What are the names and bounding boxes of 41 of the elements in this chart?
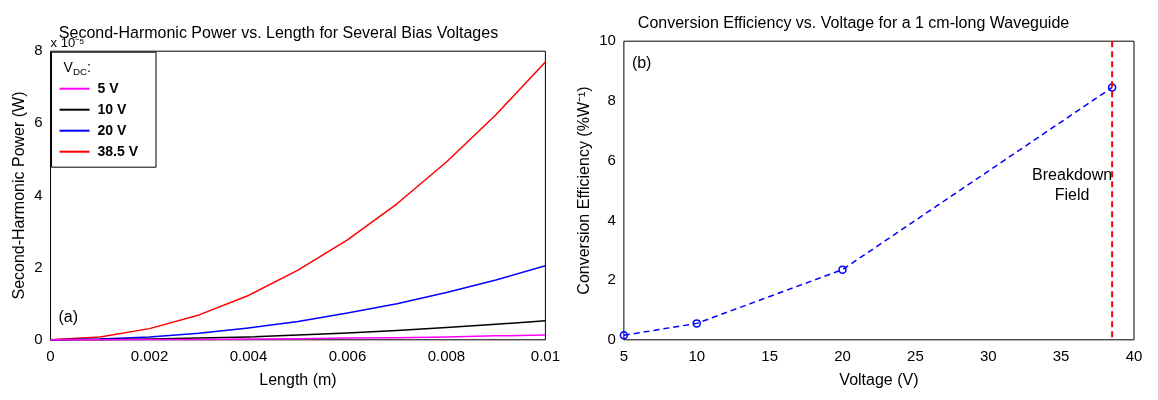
y-tick-label: 2: [34, 257, 43, 275]
point: [838, 265, 847, 274]
x-tick-label: 15: [761, 346, 778, 364]
y-tick-label: 0: [607, 329, 616, 347]
x-tick-label: 5: [619, 346, 629, 364]
x-tick-label: 0.004: [229, 346, 268, 364]
y-tick-label: 8: [607, 91, 616, 109]
y-tick-label: 10: [599, 31, 616, 49]
x-tick-label: 35: [1052, 346, 1070, 364]
x-tick-label: 10: [688, 346, 706, 364]
legend-label: 38.5 V: [97, 142, 139, 159]
y-axis-title: Conversion Efficiency (%W⁻¹): [575, 86, 593, 295]
y-tick-label: 8: [34, 41, 43, 59]
x-tick-label: 25: [907, 346, 924, 364]
chart-title: Conversion Efficiency vs. Voltage for a 1 cm-long Waveguide: [637, 14, 1070, 32]
point: [619, 331, 629, 340]
legend-label: 20 V: [97, 121, 127, 138]
legend-label: 10 V: [97, 100, 127, 117]
y-tick-label: 0: [34, 329, 43, 347]
x-tick-label: 40: [1125, 346, 1143, 364]
x-tick-label: 0.002: [130, 346, 169, 364]
x-tick-label: 30: [979, 346, 997, 364]
x-tick-label: 0: [46, 346, 55, 364]
x-tick-label: 0.008: [427, 346, 466, 364]
y-axis-title: Second-Harmonic Power (W): [10, 91, 28, 300]
y-tick-label: 6: [34, 113, 43, 131]
ref-line-label: Breakdown Field: [1032, 165, 1113, 203]
y-tick-label: 4: [34, 185, 43, 203]
y-tick-label: 6: [607, 150, 616, 168]
point: [692, 319, 702, 328]
x-tick-label: 20: [834, 346, 851, 364]
annotation: (a): [58, 308, 79, 326]
x-axis-title: Voltage (V): [839, 370, 919, 388]
x-tick-label: 0.01: [530, 346, 560, 364]
x-tick-label: 0.006: [328, 346, 367, 364]
x-axis-title: Length (m): [259, 370, 337, 388]
y-tick-label: 4: [607, 210, 616, 228]
point: [1107, 83, 1117, 92]
y-tick-label: 2: [607, 270, 616, 288]
annotation: (b): [631, 53, 652, 71]
legend-label: 5 V: [97, 79, 120, 96]
